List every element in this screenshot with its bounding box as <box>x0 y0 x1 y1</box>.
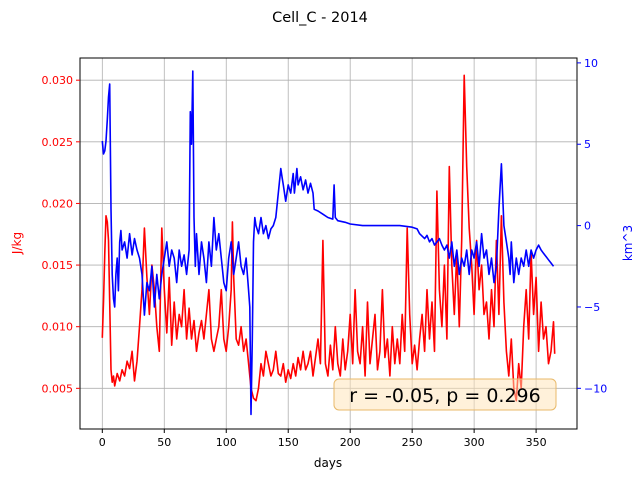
x-tick-label: 100 <box>216 436 237 449</box>
right-tick-label: −5 <box>584 301 600 314</box>
x-axis-label: days <box>314 456 342 470</box>
series-right <box>101 70 555 416</box>
x-tick-label: 300 <box>464 436 485 449</box>
right-axis: −10 −5 0 5 10 <box>577 57 607 395</box>
right-tick-label: 10 <box>584 57 598 70</box>
series-left <box>101 74 556 402</box>
chart-title: Cell_C - 2014 <box>272 10 368 26</box>
series-line-right <box>101 70 555 416</box>
x-axis: 0 50 100 150 200 250 300 350 <box>99 429 547 449</box>
plot-frame <box>79 57 578 430</box>
left-tick-label: 0.005 <box>42 382 74 395</box>
right-axis-label: km^3 <box>621 225 635 261</box>
left-tick-label: 0.030 <box>42 74 74 87</box>
stats-box <box>333 378 557 411</box>
x-tick-label: 200 <box>340 436 361 449</box>
right-tick-label: 0 <box>584 220 591 233</box>
x-tick-label: 150 <box>278 436 299 449</box>
series-line-left <box>101 74 556 402</box>
left-tick-label: 0.025 <box>42 136 74 149</box>
left-axis-label: J/kg <box>10 232 24 255</box>
left-axis: 0.005 0.010 0.015 0.020 0.025 0.030 <box>42 74 80 395</box>
right-tick-label: −10 <box>584 382 607 395</box>
left-tick-label: 0.020 <box>42 197 74 210</box>
stats-text: r = -0.05, p = 0.296 <box>349 385 541 407</box>
x-tick-label: 250 <box>402 436 423 449</box>
right-tick-label: 5 <box>584 138 591 151</box>
x-tick-label: 50 <box>157 436 171 449</box>
x-tick-label: 0 <box>99 436 106 449</box>
x-tick-label: 350 <box>526 436 547 449</box>
stats-annotation: r = -0.05, p = 0.296 <box>333 378 557 411</box>
left-tick-label: 0.015 <box>42 259 74 272</box>
left-tick-label: 0.010 <box>42 321 74 334</box>
